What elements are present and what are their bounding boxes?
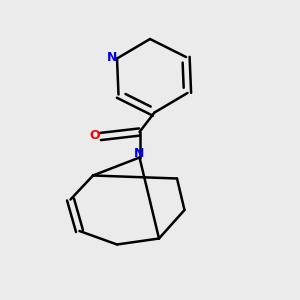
Text: O: O [90,129,101,142]
Text: N: N [134,147,145,160]
Text: N: N [106,51,117,64]
